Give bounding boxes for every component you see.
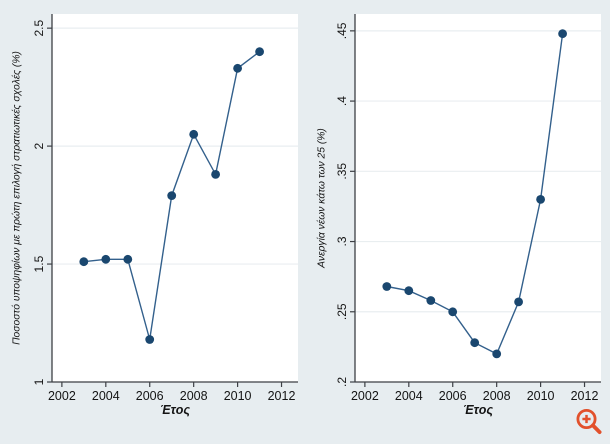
y-tick-label: 2.5 <box>32 20 46 37</box>
y-tick-label: .4 <box>335 96 349 106</box>
x-tick-label: 2006 <box>136 389 164 403</box>
data-point <box>558 29 567 39</box>
y-tick-label: .2 <box>335 377 349 387</box>
x-tick-label: 2004 <box>395 389 423 403</box>
data-point <box>123 254 133 264</box>
x-tick-label: 2002 <box>351 389 379 403</box>
data-point <box>233 63 243 73</box>
x-tick-label: 2002 <box>48 389 76 403</box>
data-point <box>536 195 545 204</box>
x-tick-label: 2004 <box>92 389 120 403</box>
y-tick-label: 1.5 <box>32 255 46 272</box>
data-point <box>211 170 221 179</box>
plot-area <box>355 14 601 382</box>
x-axis-title: Έτος <box>463 403 493 417</box>
zoom-in-button[interactable] <box>573 405 605 437</box>
x-axis-title: Έτος <box>160 403 190 417</box>
y-tick-label: .25 <box>335 303 349 320</box>
x-tick-label: 2012 <box>268 389 296 403</box>
x-tick-label: 2010 <box>224 389 252 403</box>
x-tick-label: 2008 <box>483 389 511 403</box>
x-tick-label: 2006 <box>439 389 467 403</box>
chart-military-school-first-choice: 1 1.5 2 2.5 2002 2004 2006 2008 2010 2012 Ποσοστό … <box>11 14 298 417</box>
y-tick-label: .45 <box>335 22 349 39</box>
y-tick-label: 2 <box>32 142 46 149</box>
y-tick-label: .3 <box>335 236 349 246</box>
data-point <box>470 338 480 348</box>
data-point <box>189 129 199 139</box>
data-point <box>382 282 392 291</box>
data-point <box>448 307 458 317</box>
data-point <box>101 254 111 264</box>
data-point <box>167 191 177 201</box>
data-point <box>404 286 414 296</box>
chart-youth-unemployment-under-25: .2 .25 .3 .35 .4 .45 2002 2004 2006 2008 2010 2012 Α… <box>316 14 601 417</box>
data-point <box>426 296 436 305</box>
data-point <box>145 335 155 344</box>
x-tick-label: 2010 <box>527 389 555 403</box>
y-axis-title: Ποσοστό υποψηφίων με πρώτη επιλογή στρατ… <box>11 51 23 345</box>
data-point <box>79 257 89 267</box>
data-point <box>255 47 264 57</box>
data-point <box>492 349 502 359</box>
x-tick-label: 2008 <box>180 389 208 403</box>
y-axis-title: Ανεργία νέων κάτω των 25 (%) <box>316 128 328 269</box>
y-tick-label: 1 <box>32 378 46 385</box>
x-tick-label: 2012 <box>571 389 599 403</box>
data-point <box>514 297 523 307</box>
y-tick-label: .35 <box>335 163 349 180</box>
zoom-in-icon <box>576 408 602 435</box>
